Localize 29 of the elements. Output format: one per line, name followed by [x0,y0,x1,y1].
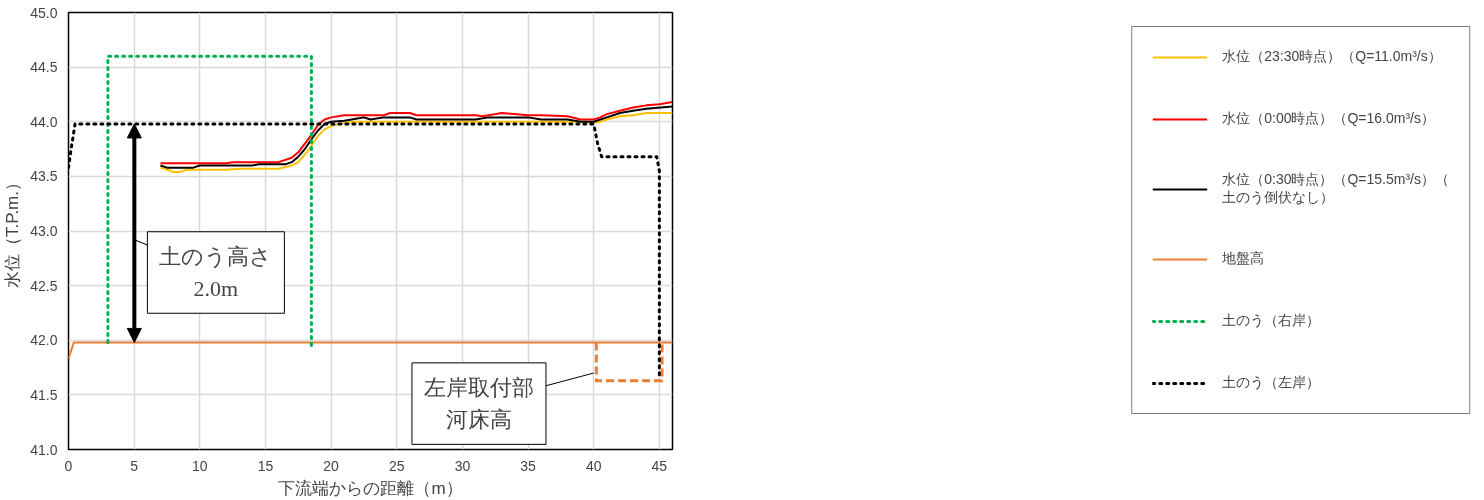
y-tick-label: 41.5 [30,386,58,403]
x-tick-label: 15 [257,457,274,474]
legend-label: 水位（0:30時点）（Q=15.5m³/s）（土のう倒伏なし） [1222,171,1449,207]
x-tick-label: 10 [192,457,208,474]
x-tick-label: 35 [520,457,537,474]
y-tick-label: 44.0 [30,113,58,130]
x-tick-label: 45 [651,457,668,474]
x-tick-label: 25 [388,457,405,474]
x-axis-title: 下流端からの距離（m） [278,478,463,498]
x-tick-label: 30 [454,457,471,474]
annotation: 左岸取付部河床高 [423,374,534,433]
x-tick-label: 40 [585,457,602,474]
legend-label: 水位（23:30時点）（Q=11.0m³/s） [1222,48,1442,66]
x-tick-label: 5 [130,457,139,474]
legend-label: 地盤高 [1222,250,1265,268]
y-tick-label: 45.0 [30,4,58,21]
y-tick-label: 43.0 [30,223,58,239]
x-tick-label: 20 [323,457,340,474]
x-tick-label: 0 [64,457,73,474]
legend-label: 土のう（左岸） [1222,374,1321,392]
y-axis-title: 水位（T.P.m.） [3,174,23,288]
y-tick-label: 41.0 [30,441,58,458]
legend-label: 土のう（右岸） [1222,312,1321,330]
y-tick-label: 44.5 [30,59,58,76]
annotation: 土のう高さ2.0m [159,243,273,302]
y-tick-label: 42.0 [30,332,58,349]
legend-label: 水位（0:00時点）（Q=16.0m³/s） [1222,110,1435,128]
y-tick-label: 42.5 [30,277,58,294]
y-tick-label: 43.5 [30,168,58,185]
